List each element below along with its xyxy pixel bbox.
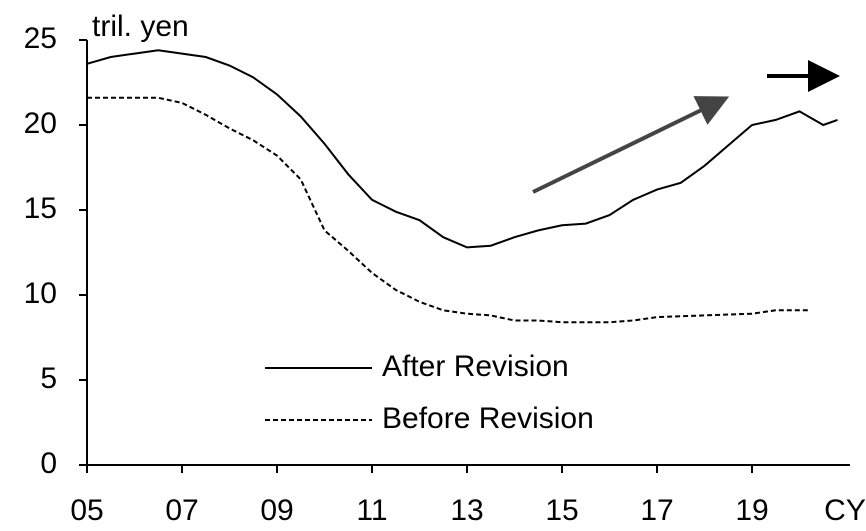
y-tick-label: 20: [24, 107, 57, 140]
y-tick-label: 0: [40, 447, 57, 480]
x-tick-label: 15: [545, 494, 578, 527]
x-tick-label: 13: [450, 494, 483, 527]
series-line: [87, 96, 809, 324]
legend-label: After Revision: [382, 350, 569, 383]
x-tick-label: 11: [356, 494, 387, 527]
x-tick-label: 07: [165, 494, 198, 527]
series-line: [86, 49, 838, 249]
y-tick-label: 25: [24, 22, 57, 55]
trend-arrow: [532, 96, 730, 194]
y-tick-label: 15: [24, 192, 57, 225]
x-tick-label: 19: [735, 494, 768, 527]
x-tick-label: 05: [70, 494, 103, 527]
x-tick-label: 17: [640, 494, 673, 527]
y-tick-label: 10: [24, 277, 57, 310]
y-tick-label: 5: [40, 362, 57, 395]
legend-label: Before Revision: [382, 402, 594, 435]
y-axis-label: tril. yen: [92, 10, 189, 43]
x-tick-label: 09: [260, 494, 293, 527]
x-axis-label: CY: [824, 494, 866, 527]
